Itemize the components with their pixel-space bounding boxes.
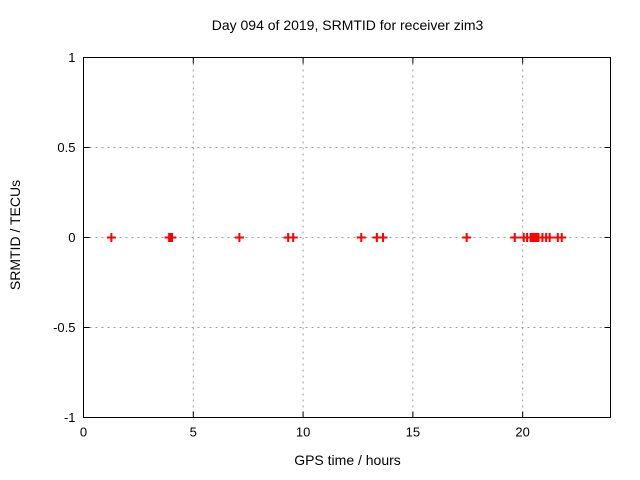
x-tick-label: 10 [296, 425, 310, 440]
x-axis-label: GPS time / hours [294, 452, 401, 468]
x-tick-label: 5 [190, 425, 197, 440]
data-point-marker [167, 233, 177, 242]
data-point-marker [288, 233, 298, 242]
y-tick-label: 1 [68, 50, 75, 65]
data-points [106, 233, 567, 242]
plot-border [83, 57, 611, 418]
data-point-marker [106, 233, 116, 242]
data-point-marker [356, 233, 366, 242]
x-tick-label: 20 [515, 425, 529, 440]
data-point-marker [462, 233, 472, 242]
tick-labels: 0 5 10 15 20 -1 -0.5 0 0.5 1 [53, 50, 530, 440]
chart-title: Day 094 of 2019, SRMTID for receiver zim… [211, 17, 484, 33]
y-tick-label: -1 [64, 410, 76, 425]
data-point-marker [510, 233, 520, 242]
data-point-marker [545, 233, 555, 242]
data-point-marker [378, 233, 388, 242]
data-point-marker [234, 233, 244, 242]
y-tick-label: 0 [68, 230, 75, 245]
data-point-marker [557, 233, 567, 242]
y-tick-label: 0.5 [57, 140, 75, 155]
y-tick-label: -0.5 [53, 320, 75, 335]
x-tick-label: 0 [80, 425, 87, 440]
x-tick-label: 15 [406, 425, 420, 440]
